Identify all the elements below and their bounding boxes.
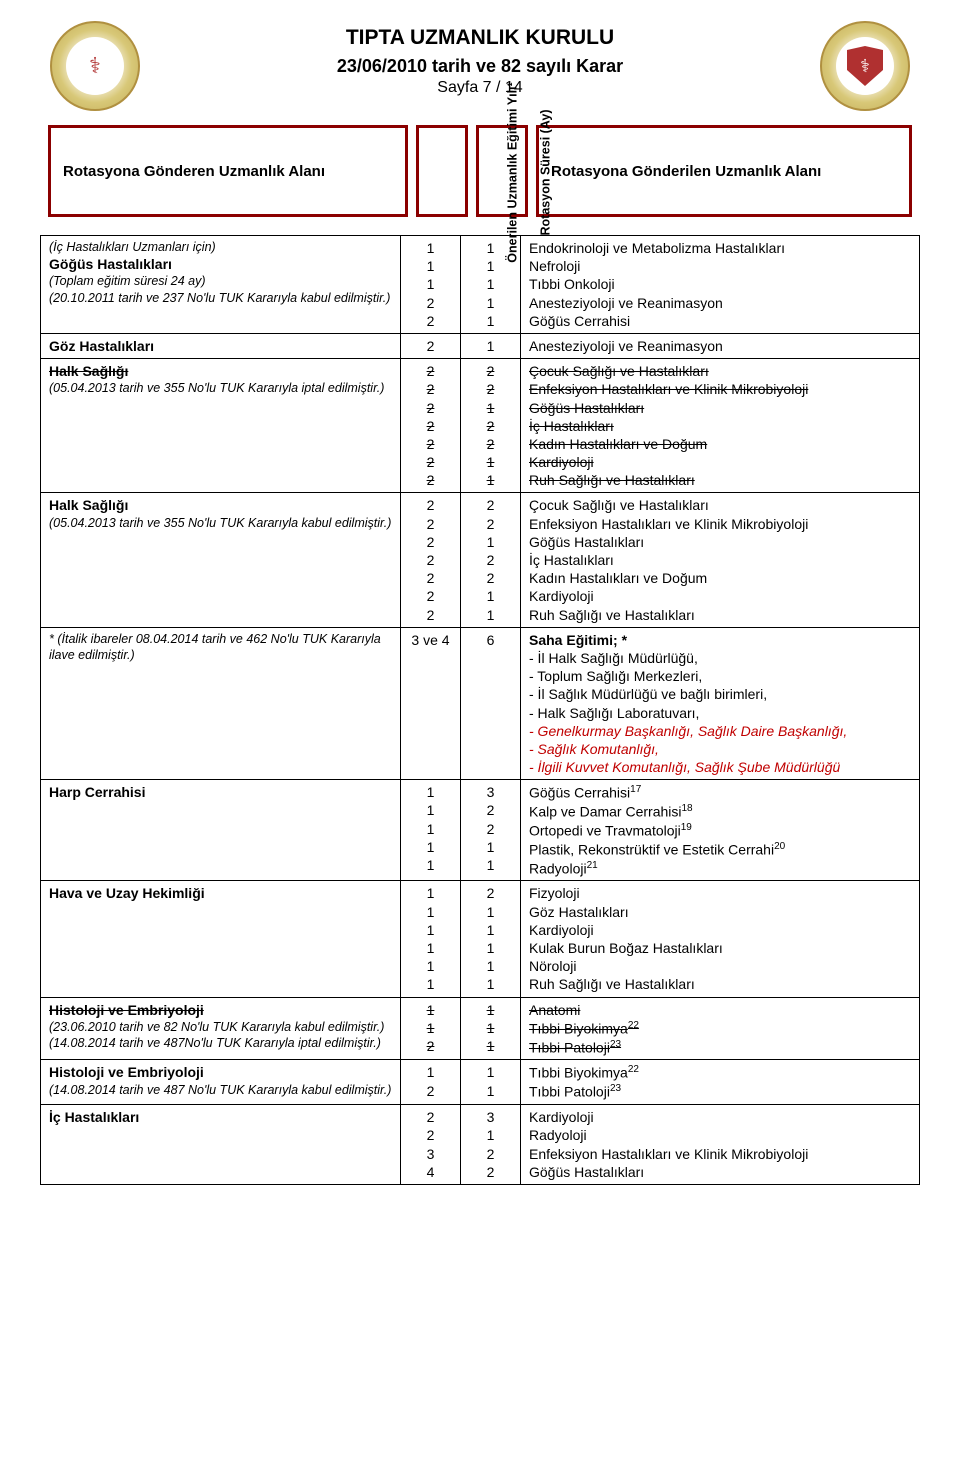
table-row: (İç Hastalıkları Uzmanları için)Göğüs Ha… — [41, 236, 920, 334]
cell-target-specialty: Çocuk Sağlığı ve HastalıklarıEnfeksiyon … — [521, 493, 920, 627]
cell-year: 112 — [401, 997, 461, 1060]
cell-duration: 6 — [461, 627, 521, 780]
table-row: Halk Sağlığı(05.04.2013 tarih ve 355 No'… — [41, 493, 920, 627]
cell-year: 111111 — [401, 881, 461, 997]
cell-specialty: Histoloji ve Embriyoloji(14.08.2014 tari… — [41, 1060, 401, 1105]
cell-target-specialty: Çocuk Sağlığı ve HastalıklarıEnfeksiyon … — [521, 359, 920, 493]
cell-target-specialty: FizyolojiGöz HastalıklarıKardiyolojiKula… — [521, 881, 920, 997]
cell-specialty: Halk Sağlığı(05.04.2013 tarih ve 355 No'… — [41, 359, 401, 493]
title-main: TIPTA UZMANLIK KURULU — [40, 26, 920, 50]
cell-year: 3 ve 4 — [401, 627, 461, 780]
rotation-data-table: (İç Hastalıkları Uzmanları için)Göğüs Ha… — [40, 235, 920, 1185]
cell-duration: 111 — [461, 997, 521, 1060]
table-row: İç Hastalıkları22343122KardiyolojiRadyol… — [41, 1105, 920, 1185]
cell-duration: 3122 — [461, 1105, 521, 1185]
cell-year: 11111 — [401, 780, 461, 881]
cell-duration: 211111 — [461, 881, 521, 997]
logo-right-icon: ⚕ — [820, 21, 910, 111]
page: ⚕ ⚕ TIPTA UZMANLIK KURULU 23/06/2010 tar… — [0, 0, 960, 1225]
table-row: Halk Sağlığı(05.04.2013 tarih ve 355 No'… — [41, 359, 920, 493]
title-page: Sayfa 7 / 14 — [40, 79, 920, 97]
cell-year: 2222222 — [401, 493, 461, 627]
cell-specialty: Halk Sağlığı(05.04.2013 tarih ve 355 No'… — [41, 493, 401, 627]
cell-specialty: Göz Hastalıkları — [41, 333, 401, 358]
table-row: Göz Hastalıkları21Anesteziyoloji ve Rean… — [41, 333, 920, 358]
cell-specialty: * (İtalik ibareler 08.04.2014 tarih ve 4… — [41, 627, 401, 780]
cell-duration: 1 — [461, 333, 521, 358]
cell-target-specialty: Göğüs Cerrahisi17Kalp ve Damar Cerrahisi… — [521, 780, 920, 881]
cell-specialty: Hava ve Uzay Hekimliği — [41, 881, 401, 997]
cell-specialty: İç Hastalıkları — [41, 1105, 401, 1185]
table-row: Hava ve Uzay Hekimliği111111211111Fizyol… — [41, 881, 920, 997]
cell-target-specialty: AnatomiTıbbi Biyokimya22Tıbbi Patoloji23 — [521, 997, 920, 1060]
title-sub: 23/06/2010 tarih ve 82 sayılı Karar — [40, 56, 920, 77]
table-row: Histoloji ve Embriyoloji(23.06.2010 tari… — [41, 997, 920, 1060]
cell-year: 2222222 — [401, 359, 461, 493]
page-header: ⚕ ⚕ TIPTA UZMANLIK KURULU 23/06/2010 tar… — [40, 26, 920, 97]
cell-target-specialty: Endokrinoloji ve Metabolizma Hastalıklar… — [521, 236, 920, 334]
table-row: Histoloji ve Embriyoloji(14.08.2014 tari… — [41, 1060, 920, 1105]
cell-target-specialty: KardiyolojiRadyolojiEnfeksiyon Hastalıkl… — [521, 1105, 920, 1185]
cell-target-specialty: Anesteziyoloji ve Reanimasyon — [521, 333, 920, 358]
cell-duration: 2212211 — [461, 493, 521, 627]
cell-target-specialty: Saha Eğitimi; *- İl Halk Sağlığı Müdürlü… — [521, 627, 920, 780]
cell-duration: 2212211 — [461, 359, 521, 493]
cell-year: 12 — [401, 1060, 461, 1105]
cell-duration: 32211 — [461, 780, 521, 881]
cell-duration: 11 — [461, 1060, 521, 1105]
table-row: Harp Cerrahisi1111132211Göğüs Cerrahisi1… — [41, 780, 920, 881]
cell-specialty: Histoloji ve Embriyoloji(23.06.2010 tari… — [41, 997, 401, 1060]
cell-year: 2 — [401, 333, 461, 358]
col-header-4: Rotasyona Gönderilen Uzmanlık Alanı — [536, 125, 912, 217]
logo-left-icon: ⚕ — [50, 21, 140, 111]
cell-target-specialty: Tıbbi Biyokimya22Tıbbi Patoloji23 — [521, 1060, 920, 1105]
cell-specialty: (İç Hastalıkları Uzmanları için)Göğüs Ha… — [41, 236, 401, 334]
cell-year: 2234 — [401, 1105, 461, 1185]
cell-specialty: Harp Cerrahisi — [41, 780, 401, 881]
column-header-bar: Rotasyona Gönderen Uzmanlık Alanı Öneril… — [40, 125, 920, 217]
col-header-1: Rotasyona Gönderen Uzmanlık Alanı — [48, 125, 408, 217]
table-row: * (İtalik ibareler 08.04.2014 tarih ve 4… — [41, 627, 920, 780]
col-header-2: Önerilen Uzmanlık Eğitimi Yılı¹ — [416, 125, 468, 217]
cell-year: 11122 — [401, 236, 461, 334]
